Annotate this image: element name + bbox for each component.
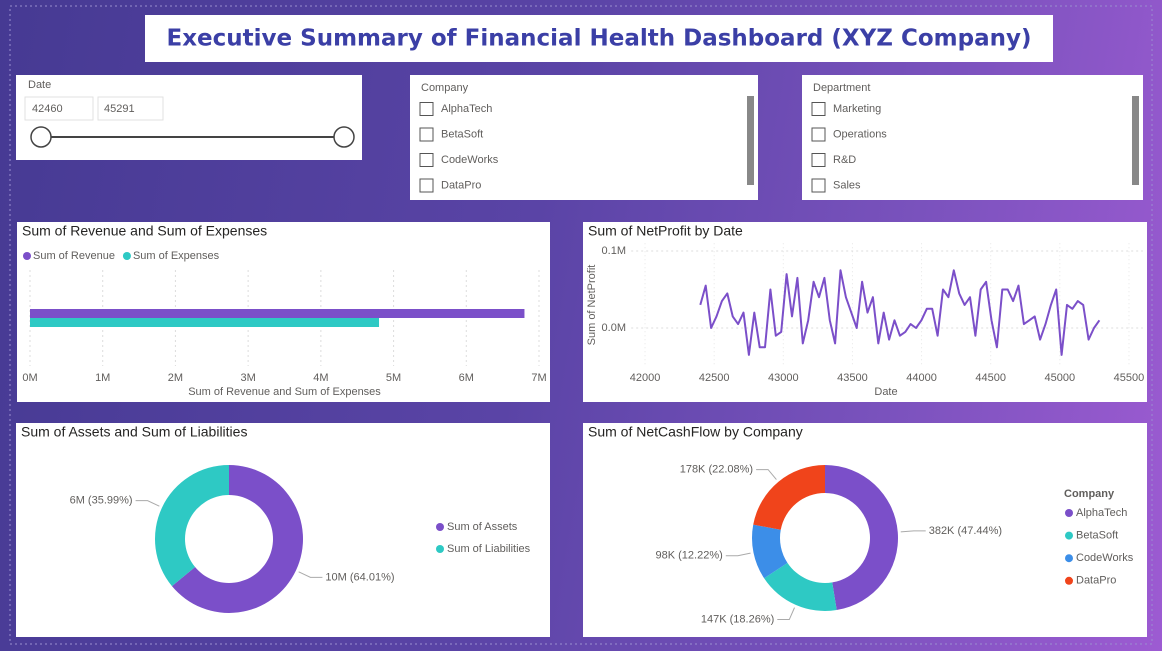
x-tick-label: 42000: [630, 372, 661, 384]
y-axis-title: Sum of NetProfit: [586, 265, 598, 346]
donut-slice: [155, 465, 229, 587]
bar: [30, 309, 525, 318]
legend-swatch: [1065, 554, 1073, 563]
leader-line: [756, 469, 777, 480]
slicer-option[interactable]: AlphaTech: [441, 103, 492, 115]
slicer-option[interactable]: R&D: [833, 154, 856, 166]
panel: [583, 423, 1147, 637]
checkbox[interactable]: [419, 127, 434, 142]
chart-title: Sum of Revenue and Sum of Expenses: [22, 223, 267, 239]
slicer-option[interactable]: DataPro: [441, 179, 481, 191]
line: [699, 269, 1101, 356]
chart-title: Sum of Assets and Sum of Liabilities: [21, 424, 247, 440]
x-tick-label: 0M: [22, 372, 37, 384]
x-axis-title: Date: [874, 386, 897, 398]
date-input[interactable]: [97, 96, 164, 121]
x-tick-label: 7M: [531, 372, 546, 384]
leader-line: [725, 552, 751, 557]
x-tick-label: 44500: [975, 372, 1006, 384]
x-tick-label: 42500: [699, 372, 730, 384]
canvas-border: [9, 5, 1153, 645]
data-label: 382K (47.44%): [929, 525, 1002, 537]
slicer-label: Company: [421, 82, 469, 94]
donut-slice: [171, 465, 303, 613]
checkbox[interactable]: [811, 153, 826, 167]
donut-slice: [825, 465, 898, 611]
legend-swatch: [1065, 531, 1073, 540]
legend-label: CodeWorks: [1076, 552, 1134, 564]
legend-label: BetaSoft: [1076, 530, 1118, 542]
slider-handle[interactable]: [333, 126, 355, 148]
legend-swatch: [122, 252, 131, 260]
legend-label: Sum of Assets: [447, 521, 518, 533]
data-label: 147K (18.26%): [701, 613, 774, 625]
x-tick-label: 45500: [1114, 372, 1145, 384]
y-tick-label: 0.0M: [602, 322, 626, 334]
x-tick-label: 43500: [837, 372, 868, 384]
slicer-option[interactable]: CodeWorks: [441, 154, 499, 166]
chart-title: Sum of NetCashFlow by Company: [588, 424, 803, 440]
scrollbar[interactable]: [747, 96, 754, 185]
slicer-option[interactable]: Sales: [833, 179, 861, 191]
legend-label: AlphaTech: [1076, 507, 1127, 519]
legend-swatch: [1065, 509, 1073, 517]
title-box: [145, 15, 1053, 62]
slicer-label: Date: [28, 79, 51, 91]
legend-label: DataPro: [1076, 575, 1116, 587]
y-tick-label: 0.1M: [602, 245, 626, 257]
donut-slice: [764, 562, 837, 611]
legend-title: Company: [1064, 488, 1115, 500]
slicer-option[interactable]: BetaSoft: [441, 128, 483, 140]
chart-title: Sum of NetProfit by Date: [588, 223, 743, 239]
x-tick-label: 45000: [1045, 372, 1076, 384]
dashboard-title: Executive Summary of Financial Health Da…: [167, 26, 1032, 52]
legend-swatch: [436, 523, 444, 531]
checkbox[interactable]: [419, 178, 434, 193]
x-tick-label: 5M: [386, 372, 401, 384]
x-axis-title: Sum of Revenue and Sum of Expenses: [188, 386, 381, 398]
bar: [30, 318, 380, 327]
scrollbar[interactable]: [1132, 96, 1139, 185]
data-label: 178K (22.08%): [680, 463, 753, 475]
legend-swatch: [23, 252, 31, 260]
slicer-label: Department: [813, 82, 870, 94]
x-tick-label: 44000: [906, 372, 937, 384]
leader-line: [135, 500, 160, 507]
legend-swatch: [436, 545, 444, 553]
slicer-option[interactable]: Marketing: [833, 103, 881, 115]
x-tick-label: 4M: [313, 372, 328, 384]
leader-line: [777, 607, 795, 621]
donut-slice: [753, 465, 825, 530]
legend-swatch: [1065, 576, 1073, 585]
panel: [410, 75, 758, 200]
checkbox[interactable]: [419, 102, 434, 116]
panel: [802, 75, 1143, 200]
checkbox[interactable]: [419, 153, 434, 167]
leader-line: [900, 530, 926, 533]
x-tick-label: 6M: [459, 372, 474, 384]
slider-handle[interactable]: [30, 126, 52, 148]
leader-line: [298, 571, 323, 578]
data-label: 6M (35.99%): [70, 495, 133, 507]
donut-slice: [752, 524, 788, 579]
x-tick-label: 1M: [95, 372, 110, 384]
panel: [583, 222, 1147, 402]
data-label: 98K (12.22%): [656, 550, 723, 562]
legend-label: Sum of Expenses: [133, 250, 220, 262]
legend-label: Sum of Liabilities: [447, 543, 531, 555]
checkbox[interactable]: [811, 127, 826, 142]
date-input[interactable]: [24, 96, 94, 121]
date-start: 42460: [32, 103, 63, 115]
slicer-option[interactable]: Operations: [833, 128, 887, 140]
x-tick-label: 43000: [768, 372, 799, 384]
date-end: 45291: [104, 103, 135, 115]
x-tick-label: 2M: [168, 372, 183, 384]
data-label: 10M (64.01%): [325, 571, 394, 583]
legend-label: Sum of Revenue: [33, 250, 115, 262]
checkbox[interactable]: [811, 178, 826, 193]
checkbox[interactable]: [811, 102, 826, 116]
x-tick-label: 3M: [241, 372, 256, 384]
